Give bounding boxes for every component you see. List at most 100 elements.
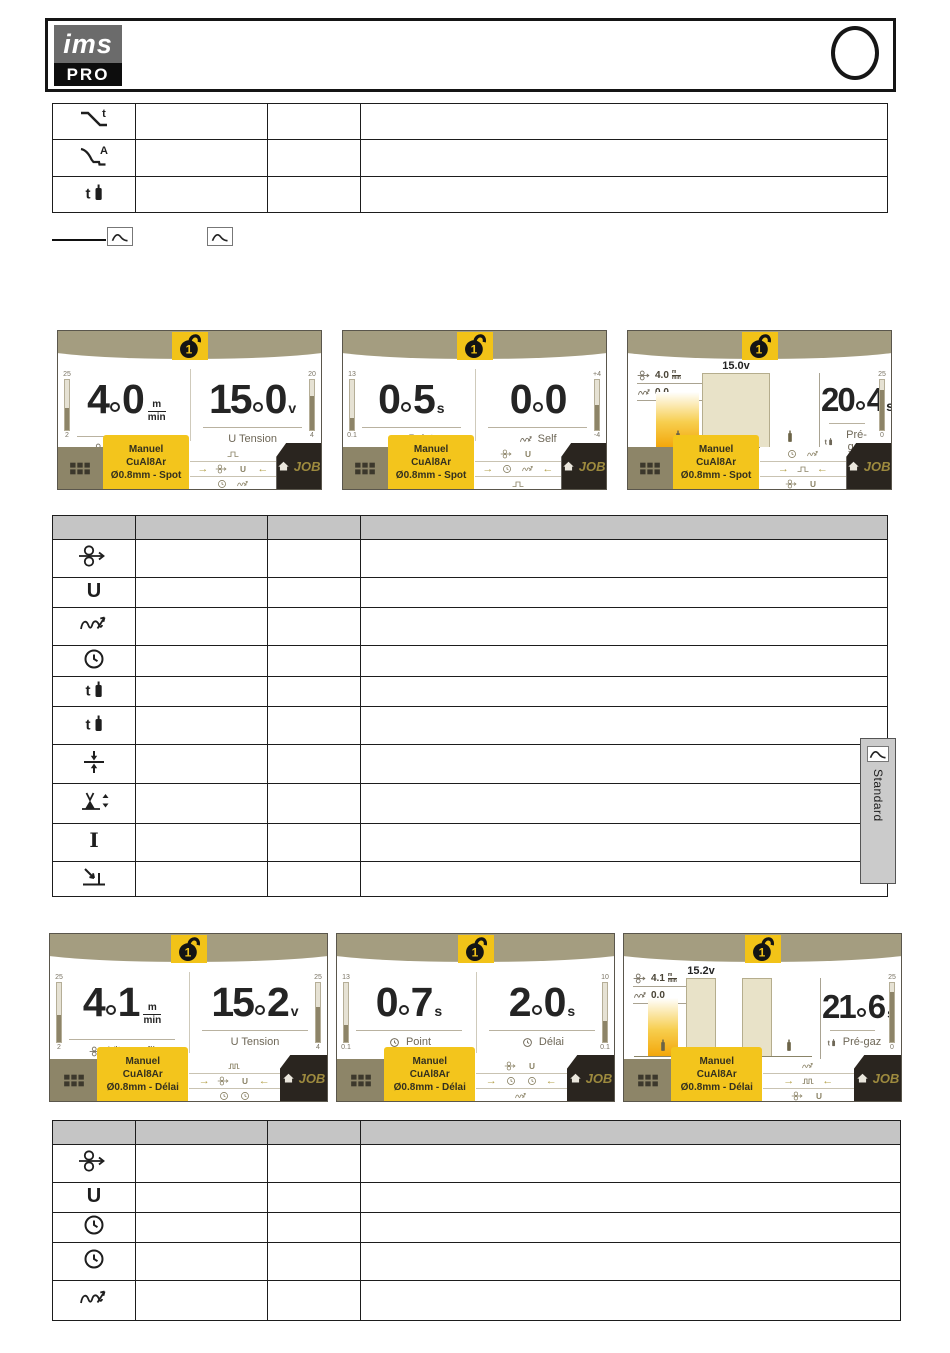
left-scale: 25 2 xyxy=(55,974,63,1051)
menu-grid-icon xyxy=(353,460,377,477)
process-info-box[interactable]: Manuel CuAl8Ar Ø0.8mm - Spot xyxy=(672,435,760,489)
pulse-single-icon xyxy=(796,464,810,474)
torch-icon: 1 xyxy=(747,334,773,360)
process-info-box[interactable]: Manuel CuAl8Ar Ø0.8mm - Délai xyxy=(671,1047,763,1101)
downslope-time-icon xyxy=(78,107,110,131)
gas-time-icon xyxy=(78,711,110,735)
voltage-param: 15 2 v U Tension xyxy=(194,982,316,1048)
arrow-right-icon[interactable]: → xyxy=(783,1074,795,1087)
right-scale: 25 0 xyxy=(878,371,886,439)
svg-text:1: 1 xyxy=(184,946,191,960)
left-scale: 13 0.1 xyxy=(341,974,351,1051)
pre-gas-value: 204s Pré-gaz xyxy=(821,381,891,453)
pulse-double-icon xyxy=(801,1076,815,1086)
screen-bottom-bar: Manuel CuAl8Ar Ø0.8mm - Délai → ← JOB xyxy=(337,1047,614,1101)
menu-button[interactable] xyxy=(624,1059,672,1101)
screen-bottom-bar: Manuel CuAl8Ar Ø0.8mm - Délai → ← JOB xyxy=(624,1047,901,1101)
job-button[interactable]: JOB xyxy=(561,443,606,489)
arrow-left-icon[interactable]: ← xyxy=(816,462,828,475)
table-header-row xyxy=(52,515,888,540)
menu-grid-icon xyxy=(638,460,662,477)
trigger-mode-badge[interactable]: 1 xyxy=(457,935,494,963)
language-flag-circle xyxy=(831,26,879,80)
arrow-left-icon[interactable]: ← xyxy=(257,462,269,475)
job-button[interactable]: JOB xyxy=(853,1055,901,1101)
self-icon xyxy=(806,449,820,459)
machine-screen-spot-times: 1 130.1 05s Point 00 Self +4-4 ManuelCuA… xyxy=(342,330,607,490)
delay-parameter-table xyxy=(52,1120,901,1321)
home-icon xyxy=(282,1072,295,1084)
trigger-mode-badge[interactable]: 1 xyxy=(744,935,781,963)
process-info-box[interactable]: Manuel CuAl8Ar Ø0.8mm - Spot xyxy=(102,435,190,489)
menu-button[interactable] xyxy=(58,447,103,489)
screen-curve-icon xyxy=(867,746,889,762)
pulse-single-icon xyxy=(511,479,525,489)
spot-bar: 15.2v0.7s xyxy=(686,965,716,1071)
arrow-left-icon[interactable]: ← xyxy=(258,1074,270,1087)
arrow-left-icon[interactable]: ← xyxy=(542,462,554,475)
arrow-right-icon[interactable]: → xyxy=(197,462,209,475)
trigger-mode-badge[interactable]: 1 xyxy=(171,332,208,360)
home-icon xyxy=(562,460,575,472)
param-carousel[interactable]: → ← xyxy=(189,447,277,489)
job-button[interactable]: JOB xyxy=(566,1055,614,1101)
menu-button[interactable] xyxy=(50,1059,98,1101)
job-button[interactable]: JOB xyxy=(276,443,321,489)
trigger-mode-badge[interactable]: 1 xyxy=(741,332,778,360)
wire-speed-icon xyxy=(215,464,229,474)
table-row xyxy=(52,139,888,177)
gas-bottle-icon xyxy=(786,428,794,444)
arrow-right-icon[interactable]: → xyxy=(777,462,789,475)
left-scale: 25 2 xyxy=(63,371,71,439)
gas-bottle-icon xyxy=(785,1037,793,1053)
screen-curve-icon xyxy=(107,227,133,246)
table-row xyxy=(52,823,888,862)
wire-speed-icon xyxy=(500,449,514,459)
home-icon xyxy=(569,1072,582,1084)
post-gas-marker: 20.4s xyxy=(777,427,803,462)
table-row xyxy=(52,539,888,578)
menu-button[interactable] xyxy=(628,447,673,489)
table-row xyxy=(52,607,888,646)
scale-track xyxy=(315,982,321,1043)
clock-icon xyxy=(215,479,229,489)
left-scale: 13 0.1 xyxy=(347,371,357,439)
menu-button[interactable] xyxy=(337,1059,385,1101)
right-scale: 25 4 xyxy=(314,974,322,1051)
logo-ims: ims xyxy=(54,25,122,63)
intro-parameter-table xyxy=(52,103,888,213)
voltage-icon xyxy=(521,449,535,459)
clock-icon xyxy=(238,1091,252,1101)
torch-icon: 1 xyxy=(750,937,776,963)
arrow-left-icon[interactable]: ← xyxy=(822,1074,834,1087)
param-carousel[interactable]: → ← xyxy=(762,1059,854,1101)
approach-icon xyxy=(78,865,110,889)
tab-standard[interactable]: Standard xyxy=(860,738,896,884)
job-button[interactable]: JOB xyxy=(279,1055,327,1101)
screen-bottom-bar: Manuel CuAl8Ar Ø0.8mm - Spot → ← JOB xyxy=(343,435,606,489)
logo-pro: PRO xyxy=(54,63,122,86)
scale-track xyxy=(889,982,895,1043)
table-row xyxy=(52,676,888,707)
param-carousel[interactable]: → ← xyxy=(759,447,847,489)
menu-button[interactable] xyxy=(343,447,388,489)
param-carousel[interactable]: → ← xyxy=(188,1059,280,1101)
param-carousel[interactable]: → ← xyxy=(475,1059,567,1101)
trigger-mode-badge[interactable]: 1 xyxy=(456,332,493,360)
process-info-box[interactable]: Manuel CuAl8Ar Ø0.8mm - Délai xyxy=(384,1047,476,1101)
table-row xyxy=(52,1182,901,1213)
process-info-box[interactable]: Manuel CuAl8Ar Ø0.8mm - Délai xyxy=(97,1047,189,1101)
arrow-right-icon[interactable]: → xyxy=(482,462,494,475)
trigger-mode-badge[interactable]: 1 xyxy=(170,935,207,963)
clock-icon xyxy=(504,1076,518,1086)
arrow-right-icon[interactable]: → xyxy=(198,1074,210,1087)
job-button[interactable]: JOB xyxy=(846,443,891,489)
process-info-box[interactable]: Manuel CuAl8Ar Ø0.8mm - Spot xyxy=(387,435,475,489)
arrow-left-icon[interactable]: ← xyxy=(545,1074,557,1087)
arrow-right-icon[interactable]: → xyxy=(485,1074,497,1087)
gas-time-icon xyxy=(824,1037,839,1048)
param-carousel[interactable]: → ← xyxy=(474,447,562,489)
